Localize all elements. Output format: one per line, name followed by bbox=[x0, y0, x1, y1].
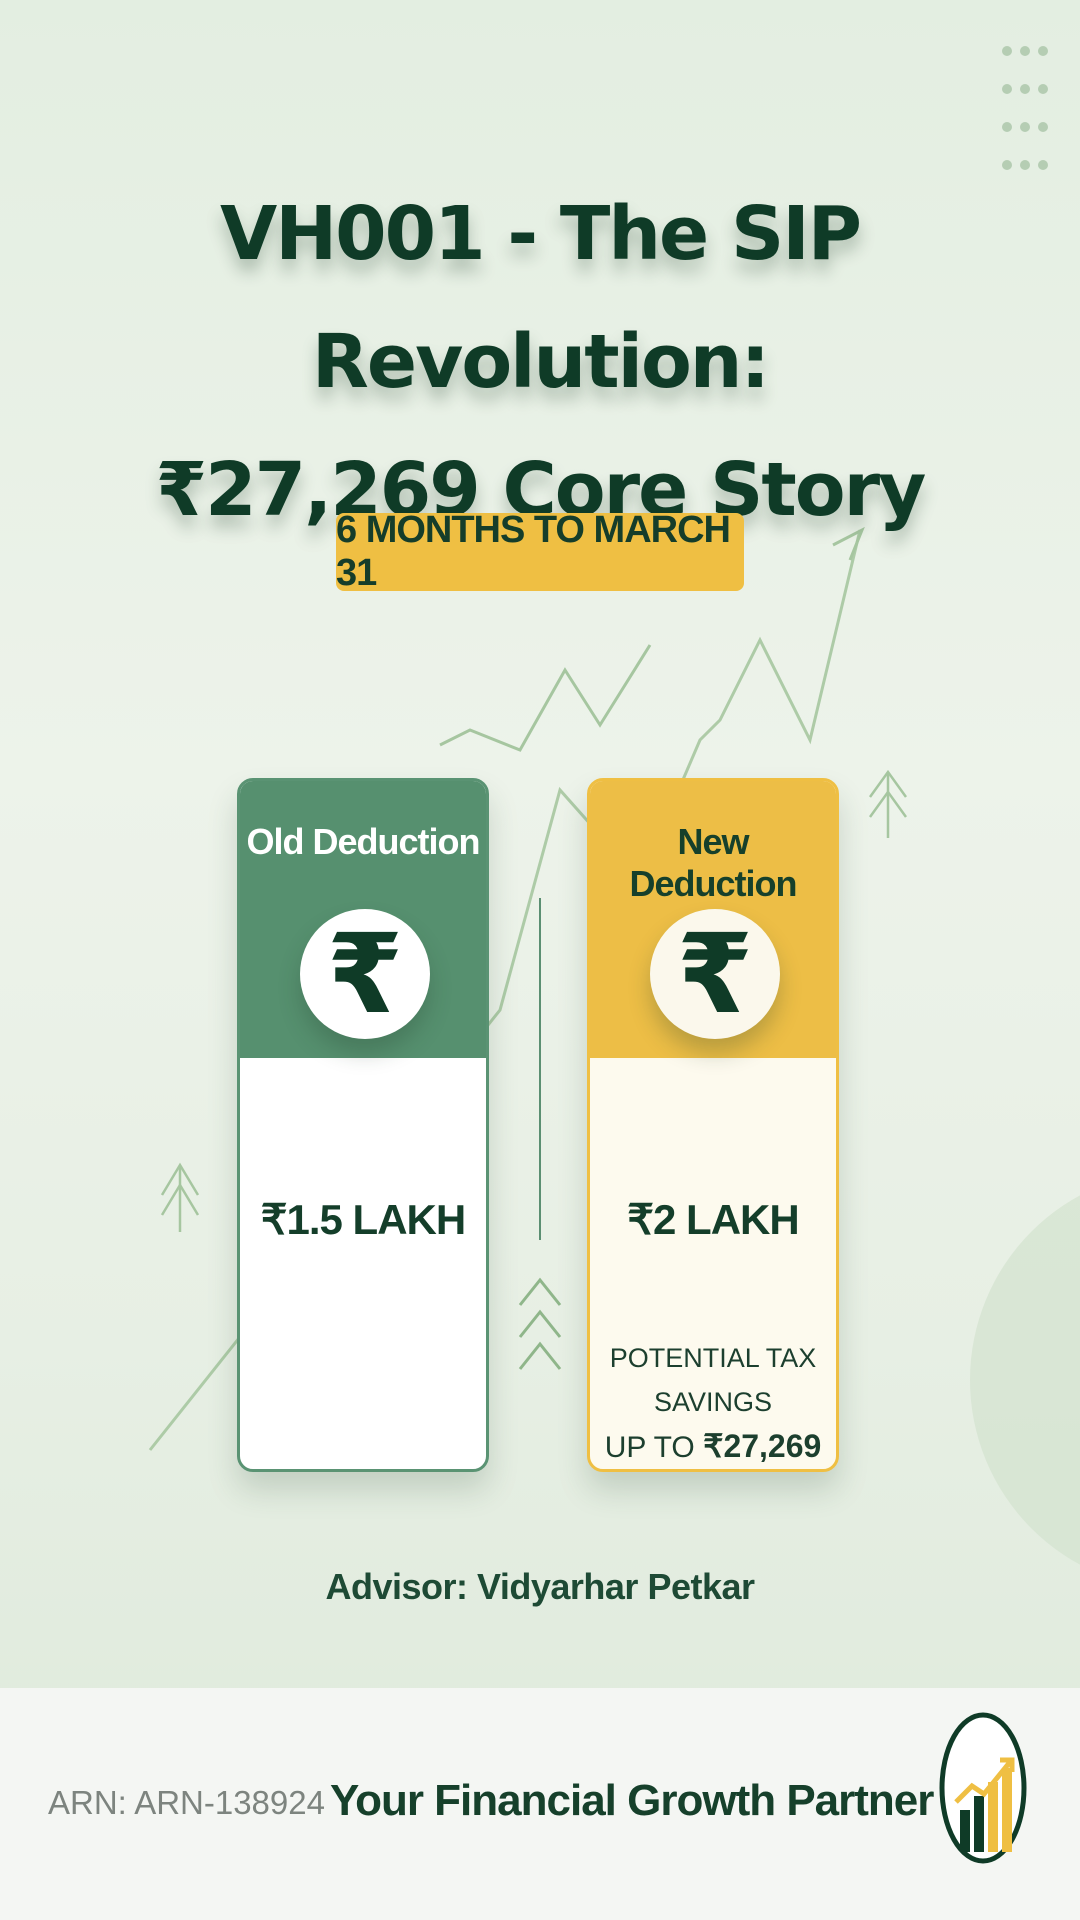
new-deduction-card: New Deduction ₹ ₹2 LAKH POTENTIAL TAX SA… bbox=[587, 778, 839, 1472]
savings-line-1: POTENTIAL TAX SAVINGS bbox=[609, 1343, 817, 1417]
deduction-amount: ₹2 LAKH bbox=[627, 1196, 799, 1243]
tax-savings-note: POTENTIAL TAX SAVINGS UP TO ₹27,269 bbox=[590, 1336, 836, 1469]
savings-prefix: UP TO bbox=[604, 1431, 704, 1464]
savings-line-2: UP TO ₹27,269 bbox=[590, 1424, 836, 1469]
rupee-symbol: ₹ bbox=[326, 910, 404, 1038]
growth-chart-logo-icon bbox=[939, 1712, 1027, 1864]
advisor-name: Advisor: Vidyarhar Petkar bbox=[325, 1566, 755, 1607]
rupee-icon: ₹ bbox=[300, 909, 430, 1039]
rupee-icon: ₹ bbox=[650, 909, 780, 1039]
card-title: Old Deduction bbox=[246, 821, 481, 862]
deadline-badge: 6 MONTHS TO MARCH 31 bbox=[336, 509, 744, 594]
savings-value: ₹27,269 bbox=[703, 1428, 822, 1464]
chevron-up-icon bbox=[518, 1277, 562, 1370]
title-line-1: VH001 - The SIP Revolution: bbox=[219, 191, 862, 405]
deduction-amount: ₹1.5 LAKH bbox=[260, 1196, 466, 1243]
card-title: New Deduction bbox=[629, 821, 798, 904]
card-header: Old Deduction ₹ bbox=[240, 781, 486, 1058]
page-title: VH001 - The SIP Revolution: ₹27,269 Core… bbox=[60, 170, 1020, 554]
old-deduction-card: Old Deduction ₹ ₹1.5 LAKH bbox=[237, 778, 489, 1472]
trend-arrow-icon bbox=[148, 529, 862, 1451]
footer-bar: ARN: ARN-138924 Your Financial Growth Pa… bbox=[0, 1688, 1080, 1920]
tagline: Your Financial Growth Partner bbox=[330, 1776, 934, 1825]
rupee-symbol: ₹ bbox=[676, 910, 754, 1038]
card-header: New Deduction ₹ bbox=[590, 781, 836, 1058]
arn-number: ARN: ARN-138924 bbox=[48, 1784, 325, 1821]
decorative-dots bbox=[1002, 44, 1062, 174]
